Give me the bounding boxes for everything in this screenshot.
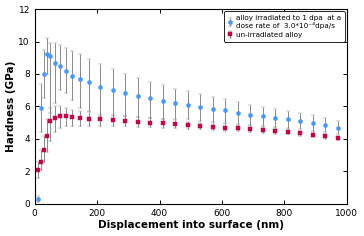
Legend: alloy irradiated to 1 dpa  at a
dose rate of  3.0*10⁻⁴dpa/s, un-irradiated alloy: alloy irradiated to 1 dpa at a dose rate…	[224, 11, 345, 42]
X-axis label: Displacement into surface (nm): Displacement into surface (nm)	[98, 220, 284, 230]
Y-axis label: Hardness (GPa): Hardness (GPa)	[5, 61, 16, 152]
